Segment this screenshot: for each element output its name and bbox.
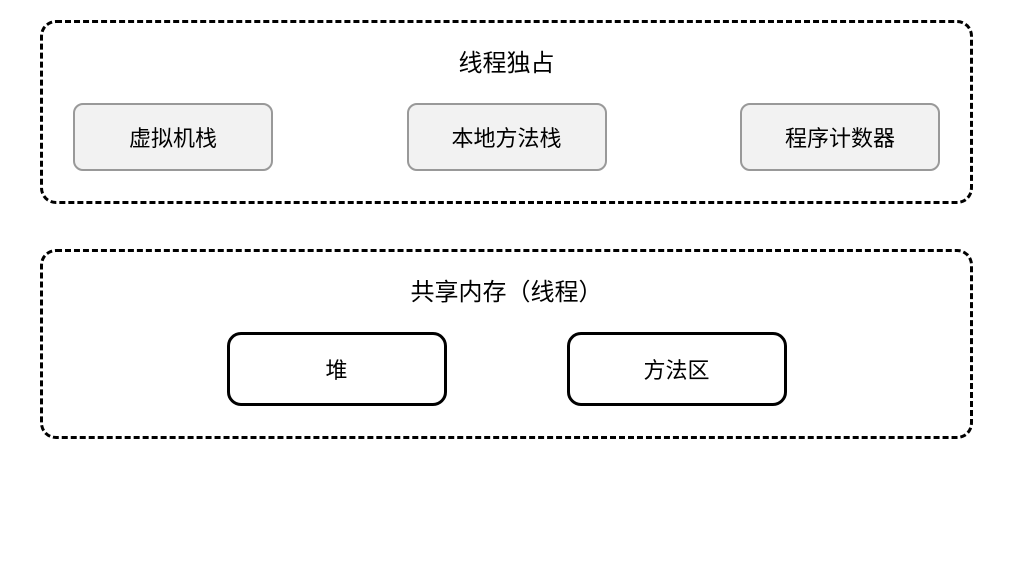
method-area-box: 方法区	[567, 332, 787, 406]
heap-box: 堆	[227, 332, 447, 406]
items-row-shared: 堆 方法区	[73, 332, 940, 406]
group-title-shared: 共享内存（线程）	[73, 272, 940, 307]
items-row-private: 虚拟机栈 本地方法栈 程序计数器	[73, 103, 940, 171]
vm-stack-box: 虚拟机栈	[73, 103, 273, 171]
thread-private-group: 线程独占 虚拟机栈 本地方法栈 程序计数器	[40, 20, 973, 204]
thread-shared-group: 共享内存（线程） 堆 方法区	[40, 249, 973, 439]
group-title-private: 线程独占	[73, 43, 940, 78]
native-method-stack-box: 本地方法栈	[407, 103, 607, 171]
program-counter-box: 程序计数器	[740, 103, 940, 171]
